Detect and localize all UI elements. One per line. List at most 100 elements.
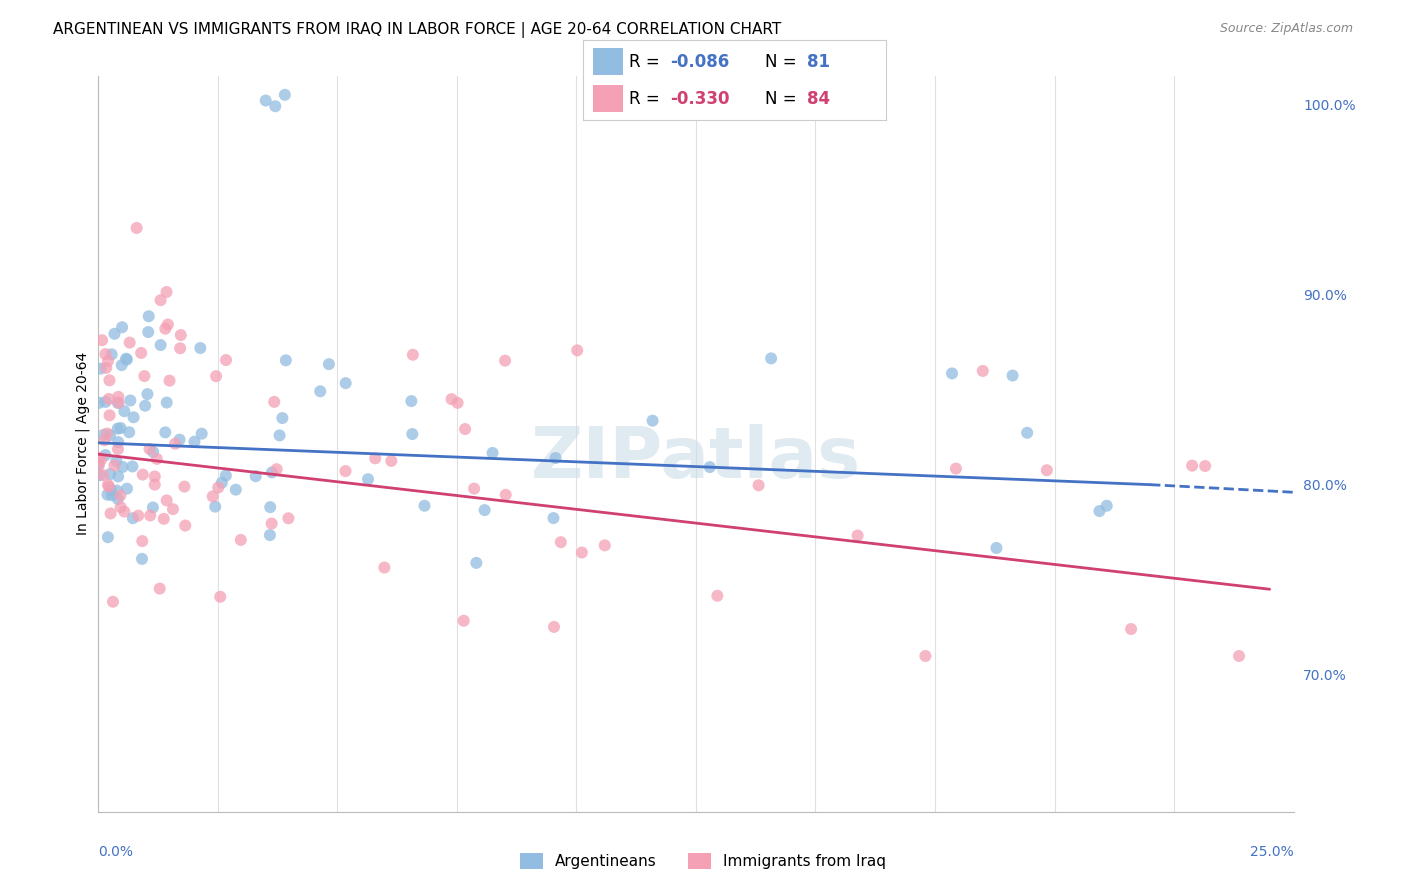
Point xyxy=(96,426,118,441)
Point xyxy=(149,293,172,308)
Point xyxy=(98,428,121,442)
Text: 0.0%: 0.0% xyxy=(98,845,134,859)
Point xyxy=(463,482,485,496)
Point xyxy=(945,461,967,475)
Point xyxy=(152,512,174,526)
Text: R =: R = xyxy=(628,90,665,108)
Point xyxy=(105,454,128,468)
Point xyxy=(107,390,129,404)
Point xyxy=(100,483,122,497)
Text: ARGENTINEAN VS IMMIGRANTS FROM IRAQ IN LABOR FORCE | AGE 20-64 CORRELATION CHART: ARGENTINEAN VS IMMIGRANTS FROM IRAQ IN L… xyxy=(53,22,782,38)
Point xyxy=(110,500,132,515)
Point xyxy=(155,285,177,299)
Text: ZIPatlas: ZIPatlas xyxy=(531,424,860,493)
Point xyxy=(259,500,281,515)
Point xyxy=(97,392,120,406)
Point xyxy=(107,469,129,483)
Point xyxy=(134,399,156,413)
Point xyxy=(143,477,166,491)
Point xyxy=(89,468,111,483)
Point xyxy=(97,478,120,492)
Point xyxy=(215,468,238,483)
Point xyxy=(93,428,115,442)
Point xyxy=(357,472,380,486)
Point xyxy=(169,433,191,447)
Point xyxy=(373,560,395,574)
Point xyxy=(1036,463,1059,477)
Point xyxy=(402,348,425,362)
Point xyxy=(266,462,288,476)
Point xyxy=(260,466,283,480)
Point xyxy=(94,347,117,361)
Point xyxy=(131,552,153,566)
Text: 84: 84 xyxy=(807,90,831,108)
Point xyxy=(162,502,184,516)
Point xyxy=(453,614,475,628)
Point xyxy=(1088,504,1111,518)
Point xyxy=(190,426,212,441)
Point xyxy=(149,338,172,352)
Point xyxy=(699,460,721,475)
Point xyxy=(111,459,134,474)
Point xyxy=(138,310,160,324)
Point xyxy=(118,335,141,350)
Point xyxy=(309,384,332,399)
Point xyxy=(748,478,770,492)
Point xyxy=(87,457,110,471)
Point xyxy=(972,364,994,378)
Point xyxy=(201,490,224,504)
Point xyxy=(465,556,488,570)
Point xyxy=(94,395,117,409)
Point xyxy=(155,322,177,336)
Point xyxy=(211,475,233,490)
Point xyxy=(941,367,963,381)
Point xyxy=(100,347,122,361)
Point xyxy=(136,387,159,401)
Text: -0.330: -0.330 xyxy=(669,90,730,108)
Point xyxy=(335,464,357,478)
Point xyxy=(120,393,142,408)
Point xyxy=(446,396,468,410)
Text: 81: 81 xyxy=(807,53,830,70)
Point xyxy=(1227,648,1250,663)
Legend: Argentineans, Immigrants from Iraq: Argentineans, Immigrants from Iraq xyxy=(515,847,891,875)
Point xyxy=(132,467,155,482)
Point xyxy=(269,428,291,442)
Point xyxy=(914,648,936,663)
Point xyxy=(125,221,148,235)
Point xyxy=(204,500,226,514)
Point xyxy=(105,483,128,498)
Point xyxy=(159,374,181,388)
Point xyxy=(494,353,516,368)
Point xyxy=(127,508,149,523)
Point xyxy=(94,448,117,462)
Point xyxy=(101,488,124,502)
Point xyxy=(245,469,267,483)
Point xyxy=(1095,499,1118,513)
Point xyxy=(122,410,145,425)
Point xyxy=(89,396,111,410)
Point xyxy=(263,395,285,409)
Point xyxy=(91,333,114,347)
Point xyxy=(107,435,129,450)
Point xyxy=(413,499,436,513)
Point xyxy=(1119,622,1142,636)
Point xyxy=(98,409,121,423)
Text: N =: N = xyxy=(765,90,801,108)
Point xyxy=(155,425,177,440)
Point xyxy=(156,395,179,409)
Point xyxy=(641,414,664,428)
Bar xyxy=(592,85,623,112)
Point xyxy=(89,450,111,465)
Point xyxy=(440,392,463,406)
Point xyxy=(97,530,120,544)
Point xyxy=(205,369,228,384)
Point xyxy=(846,528,869,542)
Point xyxy=(131,534,153,549)
Point xyxy=(260,516,283,531)
Point xyxy=(96,488,118,502)
Point xyxy=(1194,458,1216,473)
Point xyxy=(103,458,125,473)
Point xyxy=(567,343,589,358)
Point xyxy=(454,422,477,436)
